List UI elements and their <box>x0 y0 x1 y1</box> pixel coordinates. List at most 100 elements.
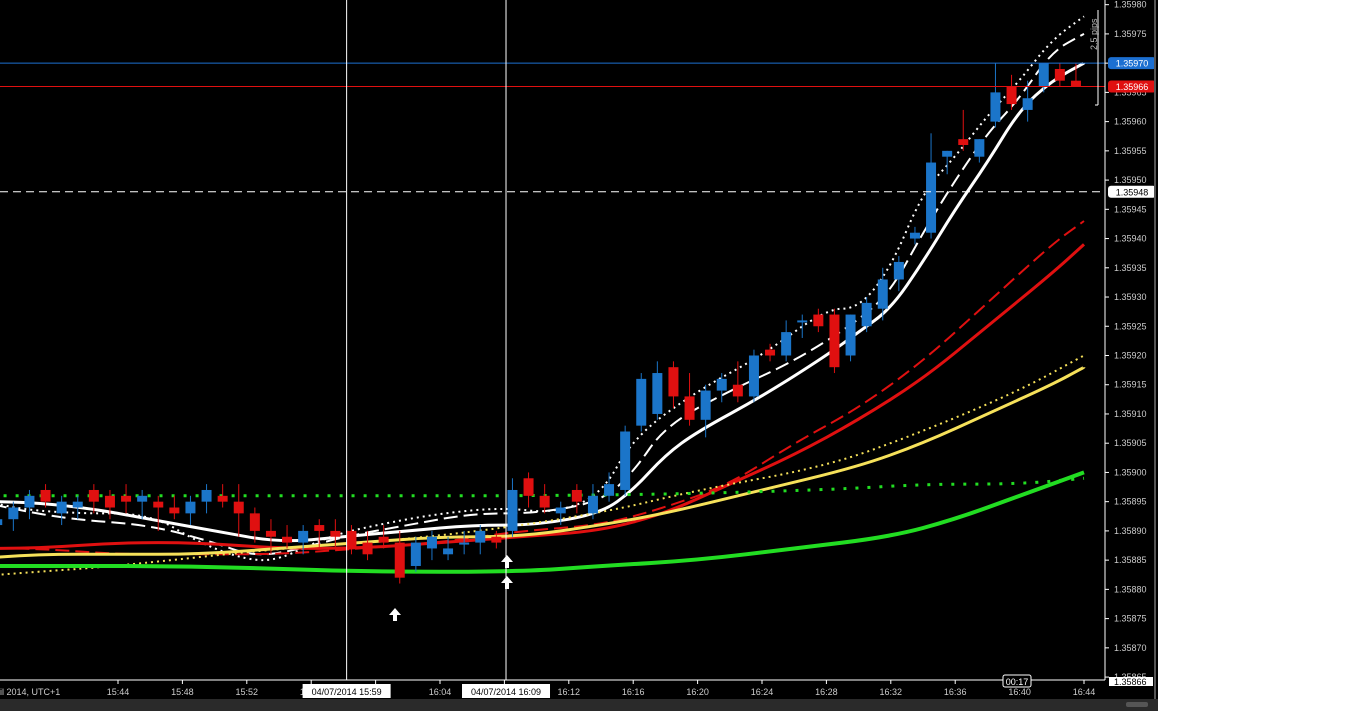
candle-body <box>716 378 727 391</box>
candle-body <box>1038 63 1049 87</box>
price-tick-label: 1.35910 <box>1114 409 1147 419</box>
time-tick-label: 15:44 <box>107 687 130 697</box>
countdown-label: 00:17 <box>1006 677 1029 687</box>
time-tick-label: 16:32 <box>880 687 903 697</box>
time-tick-label: 16:04 <box>429 687 452 697</box>
price-tick-label: 1.35905 <box>1114 438 1147 448</box>
red-price-marker: 1.35966 <box>1116 82 1149 92</box>
candle-body <box>507 489 518 531</box>
candle-body <box>410 542 421 566</box>
price-tick-label: 1.35975 <box>1114 29 1147 39</box>
price-tick-label: 1.35890 <box>1114 526 1147 536</box>
candle-body <box>282 536 293 543</box>
crosshair-time-label-1: 04/07/2014 15:59 <box>312 687 382 697</box>
dashed-price-marker-box <box>1108 185 1156 198</box>
candle-body <box>24 495 35 508</box>
price-tick-label: 1.35870 <box>1114 643 1147 653</box>
candle-body <box>362 542 373 555</box>
bottom-scrollbar[interactable] <box>0 699 1158 711</box>
candle-body <box>861 302 872 327</box>
candle-body <box>459 542 470 545</box>
price-markers: 1.35970 1.35966 1.35948 <box>1108 57 1156 198</box>
buy-arrow-icon <box>501 555 513 568</box>
time-axis-prefix: il 2014, UTC+1 <box>0 687 60 697</box>
candle-body <box>121 495 132 502</box>
price-tick-label: 1.35960 <box>1114 117 1147 127</box>
candle-body <box>314 525 325 531</box>
signal-arrows <box>389 555 513 621</box>
candle-body <box>877 279 888 309</box>
price-tick-label: 1.35935 <box>1114 263 1147 273</box>
candle-body <box>684 396 695 420</box>
candle-body <box>1006 86 1017 105</box>
price-chart[interactable]: 1.359801.359751.359701.359651.359601.359… <box>0 0 1158 711</box>
candle-body <box>491 536 502 543</box>
candle-body <box>587 495 598 514</box>
candle-body <box>732 384 743 397</box>
candle-body <box>958 139 969 146</box>
time-tick-label: 16:36 <box>944 687 967 697</box>
time-tick-label: 16:20 <box>686 687 709 697</box>
candle-body <box>201 489 212 502</box>
candle-body <box>72 501 83 508</box>
chart-window[interactable]: 1.359801.359751.359701.359651.359601.359… <box>0 0 1158 711</box>
time-tick-label: 15:52 <box>236 687 259 697</box>
bottom-price-label: 1.35866 <box>1114 677 1147 687</box>
price-tick-label: 1.35940 <box>1114 234 1147 244</box>
candle-body <box>330 530 341 537</box>
indicator-line-3 <box>0 61 1085 543</box>
candle-body <box>443 548 454 555</box>
blue-price-marker-box <box>1108 57 1156 70</box>
candle-body <box>797 320 808 323</box>
price-tick-label: 1.35930 <box>1114 292 1147 302</box>
candle-body <box>185 501 196 514</box>
candle-body <box>893 261 904 280</box>
candle-body <box>346 530 357 549</box>
candle-body <box>652 373 663 414</box>
time-tick-label: 16:24 <box>751 687 774 697</box>
candle-body <box>909 232 920 239</box>
candle-body <box>8 507 19 520</box>
scrollbar-grip[interactable] <box>1126 702 1148 707</box>
price-tick-label: 1.35915 <box>1114 380 1147 390</box>
time-tick-label: 16:12 <box>558 687 581 697</box>
chart-background <box>0 0 1158 711</box>
pips-label: 2.5 pips <box>1089 18 1099 50</box>
candle-body <box>104 495 115 508</box>
candle-body <box>217 495 228 502</box>
dashed-price-marker: 1.35948 <box>1116 187 1149 197</box>
time-tick-label: 16:40 <box>1008 687 1031 697</box>
candle-body <box>539 495 550 508</box>
indicator-line-8 <box>0 476 1085 498</box>
candle-body <box>56 501 67 514</box>
candle-body <box>990 92 1001 122</box>
candle-body <box>1022 98 1033 110</box>
time-tick-label: 16:16 <box>622 687 645 697</box>
buy-arrow-icon <box>501 576 513 589</box>
candle-body <box>137 495 148 502</box>
horizontal-lines <box>0 62 1105 193</box>
time-tick-label: 15:48 <box>171 687 194 697</box>
candle-body <box>636 378 647 426</box>
blue-price-marker: 1.35970 <box>1116 59 1149 69</box>
price-tick-label: 1.35880 <box>1114 584 1147 594</box>
candle-body <box>426 536 437 549</box>
indicator-line-2 <box>0 33 1085 556</box>
time-axis[interactable]: il 2014, UTC+115:4415:4815:5215:5616:001… <box>0 674 1153 698</box>
indicator-line-9 <box>0 470 1085 574</box>
candle-body <box>233 501 244 514</box>
candle-body <box>620 431 631 490</box>
time-tick-label: 16:44 <box>1073 687 1096 697</box>
price-tick-label: 1.35895 <box>1114 497 1147 507</box>
price-tick-label: 1.35950 <box>1114 175 1147 185</box>
candle-body <box>571 489 582 502</box>
candle-body <box>298 530 309 543</box>
candle-body <box>555 507 566 514</box>
price-tick-label: 1.35875 <box>1114 614 1147 624</box>
price-tick-label: 1.35980 <box>1114 0 1147 10</box>
candle-body <box>1070 80 1081 87</box>
time-tick-label: 16:28 <box>815 687 838 697</box>
price-tick-label: 1.35885 <box>1114 555 1147 565</box>
candles <box>0 63 1081 584</box>
candle-body <box>378 536 389 543</box>
